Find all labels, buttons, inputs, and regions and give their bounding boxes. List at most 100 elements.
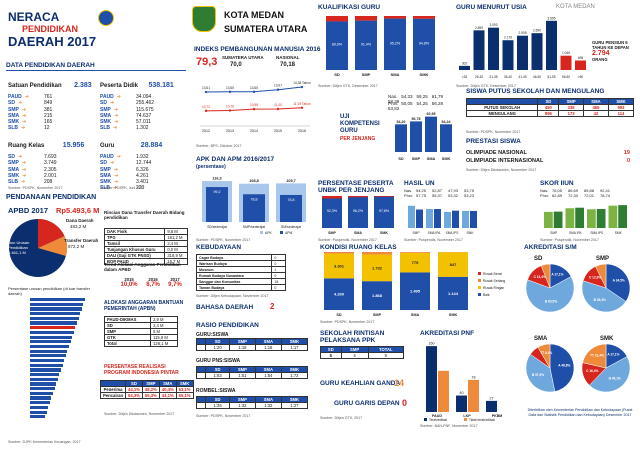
table-row: DAU (Gaji GTK PNSD) 318,9 M (103, 252, 188, 259)
table-cell: 1:27 (280, 402, 309, 409)
number-value: 52,87 (432, 188, 443, 193)
bar-value-label: 1.868 (372, 293, 383, 298)
akreditasi-pnf-bar-chart: 160 PAUD 40 78 LKP 27 PKBM Terakreditasi Tidak t… (424, 342, 503, 422)
non-urusan-label: Non Urusan Pendidikan 4.461,1 M (8, 240, 42, 255)
peserta-list: PAUD ➔ 34.094 SD ➔ 255.462 SMP ➔ 115.675 SMA ➔ 74.6… (100, 94, 190, 132)
stat-label: SLB (100, 125, 110, 132)
prestasi-row: OLIMPIADE INTERNASIONAL 0 (466, 158, 634, 164)
bar-2017 (452, 210, 459, 228)
pie-slice (581, 280, 627, 313)
bar-value-label: 2.899 (475, 26, 483, 30)
source-note: Sumber: Puspendik, November 2017 (404, 238, 463, 242)
stat-value: 208 (44, 179, 53, 186)
pie-slice (537, 343, 551, 369)
rincian-title: Rincian Dana Transfer Daerah Bidang pend… (104, 210, 185, 220)
legend-swatch (280, 231, 283, 234)
table-cell: 55,3% (141, 392, 160, 399)
stat-value: 12.744 (136, 160, 152, 167)
stat-value: 2.305 (44, 166, 57, 173)
region-bar (30, 377, 58, 381)
rombel-title: ROMBEL:SISWA (196, 388, 236, 394)
bar-segment (400, 252, 430, 273)
data-point (276, 107, 280, 111)
number-value: 54,25 (416, 188, 427, 193)
region-bar (30, 391, 53, 395)
x-tick-label: SD/sederajat (207, 225, 227, 229)
bar-2017 (470, 210, 477, 228)
stat-label: SMK (8, 172, 20, 179)
ipm-title: INDEKS PEMBANGUNAN MANUSIA 2016 (194, 46, 321, 53)
arrow-icon: ➔ (116, 94, 121, 100)
uji-prov-label: Prov. (388, 101, 399, 106)
pie-slice-transfer (38, 236, 68, 256)
table-cell: 896 (537, 110, 560, 117)
prestasi-value: 0 (626, 158, 630, 164)
stat-label: SD (8, 100, 15, 107)
table-cell: 15,7 M (164, 258, 188, 265)
data-point (252, 90, 256, 93)
source-note: Sumber: BAN-PNF, November 2017 (420, 424, 478, 428)
stat-row: SMP ➔ 6.326 (100, 167, 170, 173)
table-cell: 43,1% (158, 392, 177, 399)
bar-segment (438, 276, 468, 310)
trend-value: 8,7% (146, 282, 160, 288)
stat-value: 3.401 (136, 179, 149, 186)
arrow-icon: ➔ (17, 154, 23, 160)
number-value: 53,75 (464, 188, 475, 193)
stat-value: 34.094 (136, 94, 152, 100)
prestasi-title: PRESTASI SISWA (466, 138, 521, 145)
table-cell (195, 402, 207, 409)
x-tick-label: >60 (578, 75, 584, 79)
kebudayaan-table: Cagar Budaya 0 Warisan Budaya 0 Museum 1 Rumah… (195, 254, 286, 291)
stat-row: SMA ➔ 74.637 (100, 113, 170, 119)
stat-label: SMA (100, 172, 112, 179)
region-bar (30, 373, 60, 377)
table-cell: Taman Budaya (195, 284, 273, 291)
uji-prov-value: 56,28 (431, 101, 444, 106)
sd-label: SD (534, 256, 543, 262)
bar-segment (324, 252, 354, 254)
keahlian-title: GURU KEAHLIAN GANDA (320, 380, 401, 387)
number-value: 72,30 (568, 193, 579, 198)
region-bar (30, 354, 66, 358)
number-row: Prov. 57,75 55,37 53,32 53,23 (404, 193, 480, 198)
pie-label: A 17,1% (551, 273, 563, 277)
data-pendidikan-title: DATA PENDIDIKAN DAERAH (6, 62, 95, 69)
x-tick-label: SMA (391, 72, 400, 77)
region-bar (30, 302, 84, 306)
table-row: Tunjangan Khusus Guru 0,0 M (103, 246, 188, 253)
akreditasi-sm-title: AKREDITASI S/M (524, 244, 577, 251)
bar-value-label: 78 (472, 375, 476, 379)
x-tick-label: PKBM (492, 414, 503, 418)
region-bar (30, 312, 81, 316)
bar-value-label: 89,9% (332, 43, 343, 47)
pensiun-text: GURU PENSIUN 5 TAHUN KE DEPAN (592, 40, 629, 50)
bar-value-label: 3.595 (548, 16, 556, 20)
rasio-guru-siswa-table: SD SMP SMA SMK 1:20 1:18 1:18 1:17 (195, 338, 309, 351)
arrow-icon: ➔ (113, 185, 118, 192)
skor-numbers: Nas. 76,05 86,69 85,88 92,41 Prov. 62,89 72,30 7… (540, 188, 616, 198)
bar-apm (280, 194, 302, 222)
akreditasi-sd-pie-chart: A 17,1% B 63,5% C 13,4% (525, 263, 575, 313)
bar-segment (438, 252, 468, 277)
stat-label: SMA (100, 112, 112, 119)
bar-apm (243, 194, 265, 222)
source-note: Sumber: DJPK Kementerian Keuangan, 2017 (8, 440, 81, 444)
table-row: Penerima 44,1% 48,2% 40,4% 53,1% (99, 386, 194, 393)
non-urusan-value: 4.461,1 M (8, 250, 26, 255)
stat-row: SLB ➔ 1.302 (100, 125, 170, 131)
legend-label: Tidak terakreditasi (469, 418, 495, 422)
smp-label: SMP (596, 256, 610, 262)
uji-prov-value: 53,82 (388, 106, 400, 111)
table-cell: 40,4% (158, 386, 177, 393)
bar-segment (362, 252, 392, 255)
table-cell: Total (103, 340, 152, 347)
region-bar (30, 358, 65, 363)
data-point (252, 107, 256, 111)
source-note: Sumber: Ditjen GTK, 2017 (320, 416, 363, 420)
bar-terakreditasi (486, 400, 497, 412)
transfer-value: 572,2 M (68, 244, 85, 249)
x-tick-label: SMK (449, 313, 458, 317)
x-tick-label: SMA IPS (590, 231, 603, 235)
legend-swatch (478, 286, 481, 289)
